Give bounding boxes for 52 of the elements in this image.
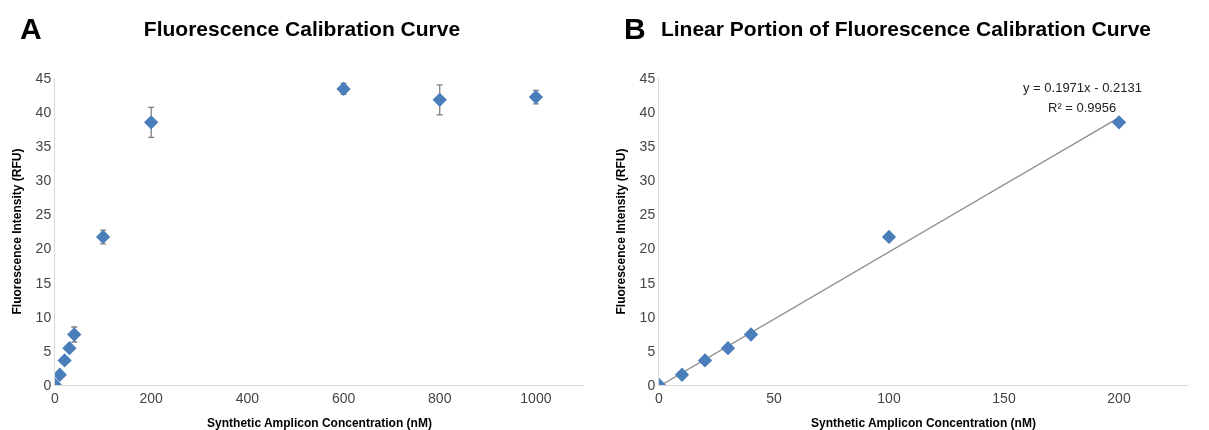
point [144, 115, 159, 130]
y-tick-label: 30 [639, 172, 656, 189]
annotation: y = 0.1971x - 0.2131 [1023, 80, 1142, 95]
x-tick-label: 1000 [520, 389, 552, 406]
y-tick-label: 20 [35, 240, 52, 257]
point [697, 353, 713, 368]
point [57, 353, 72, 368]
x-tick-label: 200 [1107, 389, 1131, 406]
point [674, 367, 690, 382]
y-tick-label: 40 [35, 104, 52, 121]
y-tick-label: 15 [639, 274, 656, 291]
y-tick-label: 35 [35, 138, 52, 155]
text: A [20, 12, 42, 45]
point [1111, 115, 1127, 130]
y-tick-label: 5 [43, 342, 52, 359]
chart-title: Linear Portion of Fluorescence Calibration Curve [660, 17, 1152, 41]
point [67, 327, 82, 342]
point [528, 89, 544, 105]
y-tick-label: 5 [647, 342, 656, 359]
x-tick-label: 800 [428, 389, 452, 406]
point [95, 229, 111, 245]
y-tick-label: 45 [639, 69, 656, 86]
y-tick-label: 40 [639, 104, 656, 121]
y-tick-label: 25 [35, 206, 52, 223]
text: B [624, 12, 646, 45]
point [881, 229, 897, 245]
point [432, 92, 447, 107]
y-tick-label: 45 [35, 69, 52, 86]
point [743, 327, 759, 342]
y-tick-label: 0 [647, 376, 656, 393]
y-axis-title: Fluorescence Intensity (RFU) [614, 148, 628, 315]
y-axis-title: Fluorescence Intensity (RFU) [10, 148, 24, 315]
x-axis-title: Synthetic Amplicon Concentration (nM) [811, 416, 1036, 430]
point [62, 341, 77, 356]
x-tick-label: 50 [766, 389, 782, 406]
x-tick-label: 200 [139, 389, 164, 406]
point [720, 341, 736, 356]
y-tick-label: 10 [639, 308, 656, 325]
y-tick-label: 10 [35, 308, 52, 325]
annotation: R² = 0.9956 [1048, 100, 1117, 115]
y-tick-label: 35 [639, 138, 656, 155]
y-tick-label: 25 [639, 206, 656, 223]
x-axis-title: Synthetic Amplicon Concentration (nM) [207, 416, 432, 430]
chart-title: Fluorescence Calibration Curve [143, 17, 461, 41]
x-tick-label: 400 [235, 389, 260, 406]
y-tick-label: 20 [639, 240, 656, 257]
x-tick-label: 600 [331, 389, 356, 406]
y-tick-label: 0 [43, 376, 52, 393]
y-tick-label: 15 [35, 274, 52, 291]
x-tick-label: 100 [877, 389, 901, 406]
x-tick-label: 150 [992, 389, 1016, 406]
y-tick-label: 30 [35, 172, 52, 189]
